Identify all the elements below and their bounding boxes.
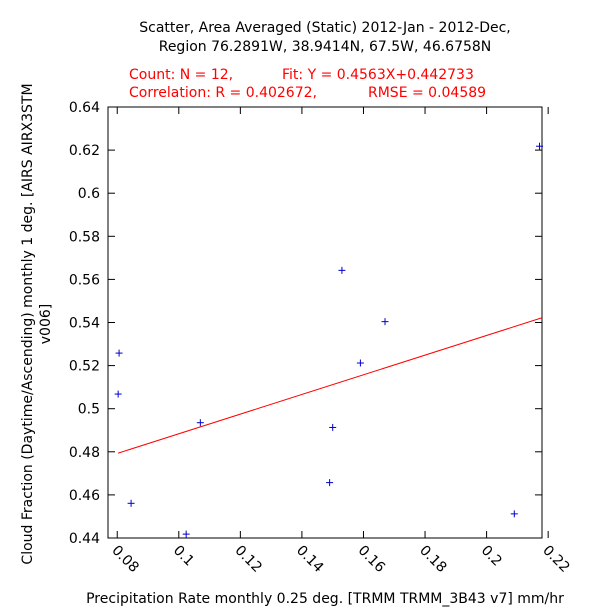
- data-point: [536, 142, 544, 150]
- x-tick-label: 0.22: [539, 543, 572, 576]
- x-tick-label: 0.16: [355, 543, 388, 576]
- x-tick-label: 0.2: [478, 543, 505, 570]
- y-tick-label: 0.56: [69, 272, 100, 288]
- y-tick-label: 0.58: [69, 229, 100, 245]
- y-axis: 0.44 0.46 0.48 0.5 0.52 0.54 0.56 0.58 0.6 0.62 0.…: [69, 100, 542, 547]
- y-tick-label: 0.54: [69, 316, 100, 332]
- stat-rmse: RMSE = 0.04589: [368, 85, 486, 101]
- x-tick-label: 0.1: [170, 543, 197, 570]
- y-tick-label: 0.48: [69, 445, 100, 461]
- x-axis-label: Precipitation Rate monthly 0.25 deg. [TR…: [86, 591, 564, 607]
- y-tick-label: 0.5: [78, 402, 100, 418]
- y-tick-label: 0.52: [69, 359, 100, 375]
- data-point: [127, 499, 135, 507]
- data-point: [381, 318, 389, 326]
- data-point: [338, 266, 346, 274]
- x-tick-label: 0.12: [232, 543, 265, 576]
- data-point: [326, 479, 334, 487]
- data-point: [356, 359, 364, 367]
- data-points: [114, 142, 544, 538]
- x-tick-label: 0.08: [108, 543, 141, 576]
- data-point: [510, 510, 518, 518]
- x-axis: 0.08 0.1 0.12 0.14 0.16 0.18 0.2 0.22: [108, 107, 573, 576]
- y-tick-label: 0.44: [69, 531, 100, 547]
- fit-line-layer: [118, 317, 543, 454]
- y-tick-label: 0.46: [69, 488, 100, 504]
- stat-correlation: Correlation: R = 0.402672,: [129, 85, 317, 101]
- chart-title-line-2: Region 76.2891W, 38.9414N, 67.5W, 46.675…: [159, 39, 492, 55]
- fit-line: [118, 317, 543, 454]
- plot-area-frame: [107, 106, 543, 539]
- stat-fit: Fit: Y = 0.4563X+0.442733: [282, 67, 474, 83]
- y-tick-label: 0.6: [78, 186, 100, 202]
- data-point: [196, 419, 204, 427]
- data-point: [329, 423, 337, 431]
- y-tick-label: 0.62: [69, 143, 100, 159]
- y-tick-label: 0.64: [69, 100, 100, 116]
- data-point: [182, 530, 190, 538]
- data-point: [115, 349, 123, 357]
- y-axis-label-line-1: Cloud Fraction (Daytime/Ascending) month…: [20, 83, 36, 564]
- stat-count: Count: N = 12,: [129, 67, 233, 83]
- chart-title-line-1: Scatter, Area Averaged (Static) 2012-Jan…: [139, 20, 511, 36]
- y-axis-label-line-2: v006]: [38, 304, 54, 344]
- x-tick-label: 0.18: [416, 543, 449, 576]
- data-point: [114, 390, 122, 398]
- x-tick-label: 0.14: [293, 543, 326, 576]
